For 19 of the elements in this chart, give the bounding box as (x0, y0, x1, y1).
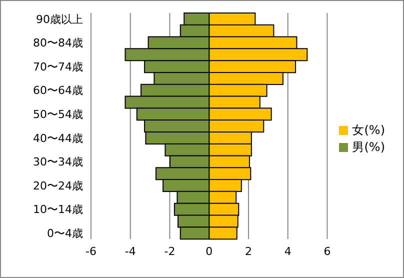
y-tick-label: 70〜74歳 (33, 60, 83, 74)
x-tick-label: 0 (206, 244, 213, 258)
y-tick-label: 90歳以上 (36, 12, 83, 26)
y-tick-label: 60〜64歳 (33, 84, 83, 98)
x-tick-label: -2 (164, 244, 176, 258)
x-tick-label: 2 (244, 244, 252, 258)
y-tick-label: 20〜24歳 (33, 179, 83, 192)
legend-label: 女(%) (352, 123, 385, 137)
y-tick-label: 50〜54歳 (33, 108, 83, 122)
legend-label: 男(%) (352, 140, 385, 154)
y-tick-label: 40〜44歳 (33, 132, 83, 145)
x-tick-label: -4 (124, 244, 136, 258)
y-tick-label: 0〜4歳 (47, 226, 83, 240)
x-tick-label: -6 (86, 244, 96, 258)
y-tick-label: 30〜34歳 (33, 156, 83, 169)
y-tick-label: 10〜14歳 (33, 203, 83, 216)
y-tick-label: 80〜84歳 (33, 36, 83, 50)
x-tick-label: 6 (324, 244, 331, 258)
x-tick-label: 4 (284, 244, 292, 258)
